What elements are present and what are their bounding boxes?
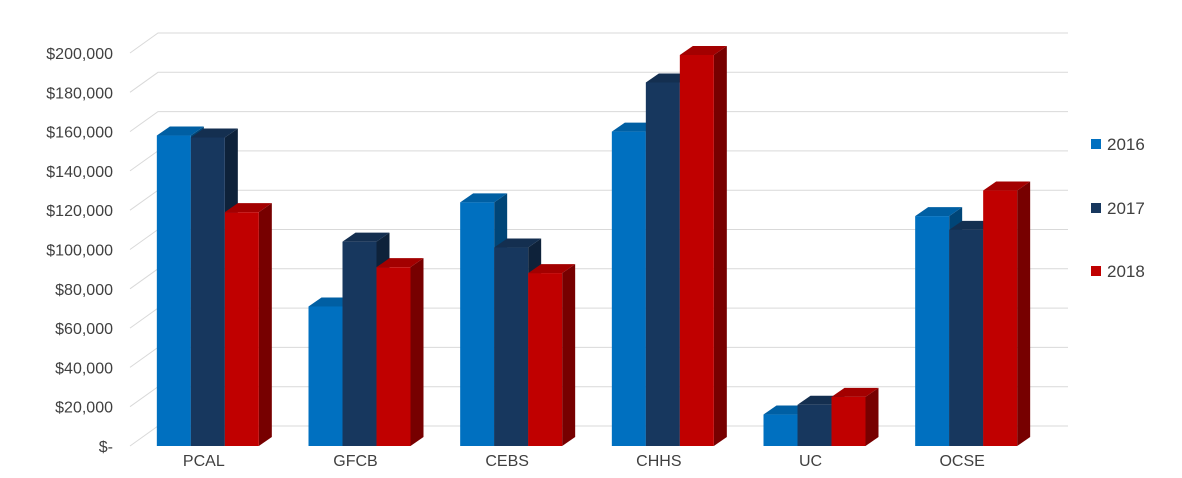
- bar-cebs-2018: [528, 264, 576, 446]
- y-tick-label: $200,000: [46, 46, 113, 63]
- bar-top: [376, 258, 424, 268]
- bar-top: [494, 238, 542, 248]
- legend-swatch: [1091, 139, 1101, 149]
- bar-front: [308, 306, 343, 446]
- bar-front: [949, 229, 984, 446]
- bar-front: [645, 82, 680, 446]
- bar-top: [342, 232, 390, 242]
- bar-front: [224, 212, 259, 446]
- x-tick-label: CHHS: [636, 453, 681, 470]
- legend-label: 2018: [1107, 262, 1145, 281]
- bar-top: [156, 126, 204, 136]
- bar-front: [494, 247, 529, 446]
- y-tick-label: $140,000: [46, 164, 113, 181]
- bar-side: [865, 387, 879, 446]
- y-tick-label: $60,000: [55, 321, 113, 338]
- bar-front: [190, 137, 225, 446]
- legend-label: 2017: [1107, 199, 1145, 218]
- bar-front: [797, 404, 832, 446]
- bar-uc-2018: [831, 387, 879, 446]
- legend-swatch: [1091, 266, 1101, 276]
- bar-chhs-2018: [679, 45, 727, 447]
- bars: [156, 45, 1031, 447]
- x-tick-label: CEBS: [485, 453, 529, 470]
- legend-item-2017: 2017: [1091, 199, 1145, 218]
- bar-ocse-2018: [983, 181, 1031, 447]
- legend-label: 2016: [1107, 135, 1145, 154]
- y-tick-label: $100,000: [46, 243, 113, 260]
- bar-gfcb-2018: [376, 258, 424, 446]
- x-tick-label: OCSE: [939, 453, 984, 470]
- bar-pcal-2018: [224, 203, 272, 446]
- y-tick-label: $80,000: [55, 282, 113, 299]
- y-tick-label: $20,000: [55, 400, 113, 417]
- bar-top: [190, 128, 238, 138]
- bar-top: [528, 264, 576, 274]
- bar-front: [831, 396, 866, 446]
- bar-front: [376, 267, 411, 446]
- y-tick-label: $160,000: [46, 125, 113, 142]
- bar-side: [1017, 181, 1031, 447]
- bar-front: [156, 135, 191, 446]
- x-tick-label: PCAL: [183, 453, 225, 470]
- legend-swatch: [1091, 203, 1101, 213]
- y-axis-labels: $- $20,000 $40,000 $60,000 $80,000 $100,000 $1…: [46, 46, 113, 456]
- bar-top: [915, 207, 963, 217]
- bar-top: [679, 45, 727, 55]
- bar-front: [983, 190, 1018, 446]
- bar-front: [528, 273, 563, 446]
- bar-front: [679, 54, 714, 447]
- bar-side: [410, 258, 424, 446]
- y-tick-label: $120,000: [46, 203, 113, 220]
- legend-item-2018: 2018: [1091, 262, 1145, 281]
- gridline: [129, 71, 1068, 93]
- bar-side: [258, 203, 272, 446]
- y-tick-label: $-: [99, 439, 113, 456]
- bar-top: [983, 181, 1031, 191]
- bar-top: [224, 203, 272, 213]
- x-tick-label: GFCB: [333, 453, 377, 470]
- bar-front: [763, 414, 798, 446]
- bar-top: [831, 387, 879, 397]
- legend-item-2016: 2016: [1091, 135, 1145, 154]
- bar-top: [460, 193, 508, 203]
- y-tick-label: $40,000: [55, 360, 113, 377]
- legend: 2016 2017 2018: [1091, 135, 1145, 281]
- x-tick-label: UC: [799, 453, 822, 470]
- bar-front: [611, 131, 646, 446]
- bar-side: [713, 45, 727, 447]
- gridline: [129, 150, 1068, 172]
- bar-side: [562, 264, 576, 446]
- y-tick-label: $180,000: [46, 85, 113, 102]
- bar-front: [342, 241, 377, 446]
- gridline: [129, 32, 1068, 54]
- bar-front: [915, 216, 950, 446]
- bar-front: [460, 202, 495, 446]
- gridline: [129, 111, 1068, 133]
